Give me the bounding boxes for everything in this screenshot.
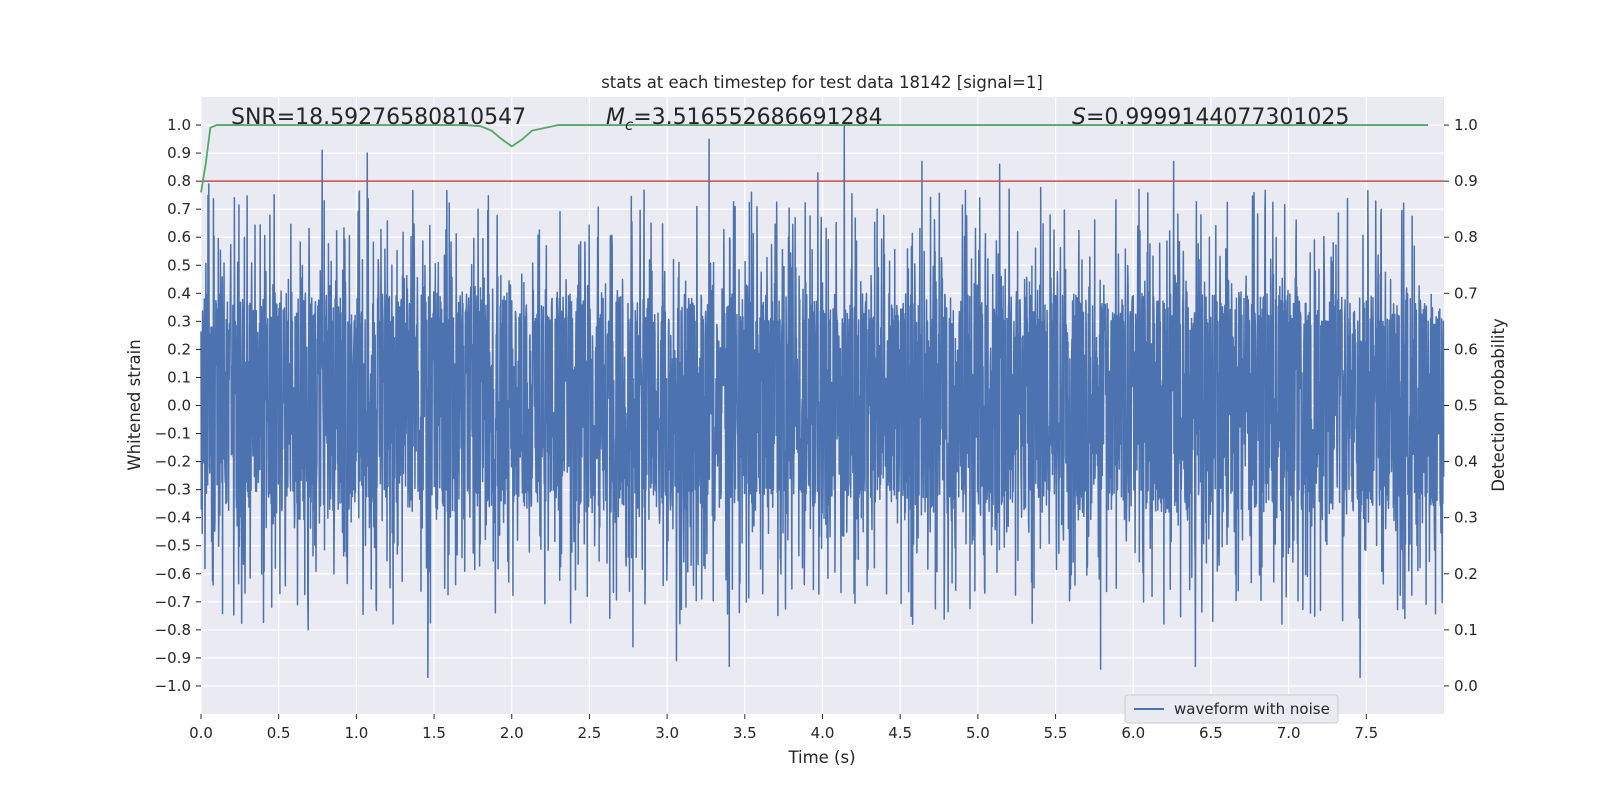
x-tick-label: 7.5 (1354, 724, 1378, 742)
x-tick-label: 3.5 (733, 724, 757, 742)
y-left-tick-label: 0.4 (167, 284, 191, 302)
y-left-tick-label: 0.7 (167, 200, 191, 218)
chirp-mass-subscript: c (625, 116, 634, 134)
y-left-tick-label: 0.9 (167, 144, 191, 162)
y-left-tick-label: 0.1 (167, 368, 191, 386)
x-tick-label: 7.0 (1277, 724, 1301, 742)
y-right-tick-label: 1.0 (1454, 116, 1478, 134)
y-left-tick-label: −0.6 (155, 565, 191, 583)
x-tick-label: 0.0 (189, 724, 213, 742)
y-axis-label-left: Whitened strain (125, 339, 144, 470)
y-left-tick-label: 0.0 (167, 397, 191, 415)
y-right-tick-label: 0.8 (1454, 228, 1478, 246)
x-tick-label: 3.0 (655, 724, 679, 742)
y-right-tick-label: 0.6 (1454, 340, 1478, 358)
x-tick-label: 4.5 (888, 724, 912, 742)
waveform-series (200, 124, 1445, 679)
y-left-tick-label: −0.5 (155, 537, 191, 555)
x-tick-label: 5.5 (1044, 724, 1068, 742)
y-left-tick-label: 0.3 (167, 312, 191, 330)
score-symbol: S (1072, 105, 1086, 130)
y-left-tick-label: −0.7 (155, 593, 191, 611)
probability-line (200, 124, 1428, 193)
y-right-tick-label: 0.4 (1454, 453, 1478, 471)
waveform-line (200, 124, 1445, 679)
y-axis-label-right: Detection probability (1489, 318, 1508, 492)
snr-annotation: SNR=18.59276580810547 (231, 105, 526, 130)
score-annotation: S=0.9999144077301025 (1072, 105, 1349, 130)
y-right-tick-label: 0.3 (1454, 509, 1478, 527)
y-left-tick-label: −0.2 (155, 453, 191, 471)
x-tick-label: 0.5 (267, 724, 291, 742)
chirp-mass-symbol: M (606, 105, 625, 130)
left-axis-ticks: 1.0 0.9 0.8 0.7 0.6 0.5 0.4 0.3 0.2 0.1 0.0 −0.1 −0.… (155, 116, 201, 695)
y-left-tick-label: −0.3 (155, 481, 191, 499)
y-left-tick-label: 0.8 (167, 172, 191, 190)
y-left-tick-label: −0.9 (155, 649, 191, 667)
score-value: =0.9999144077301025 (1086, 105, 1349, 130)
y-left-tick-label: −0.8 (155, 621, 191, 639)
x-axis-label: Time (s) (787, 748, 855, 767)
right-axis-ticks: 1.0 0.9 0.8 0.7 0.6 0.5 0.4 0.3 0.2 0.1 0.0 (1444, 116, 1478, 695)
legend-label: waveform with noise (1174, 700, 1330, 718)
probability-overlays (200, 124, 1444, 193)
y-left-tick-label: −0.1 (155, 425, 191, 443)
x-tick-label: 5.0 (966, 724, 990, 742)
y-left-tick-label: 1.0 (167, 116, 191, 134)
x-tick-label: 2.5 (578, 724, 602, 742)
y-right-tick-label: 0.1 (1454, 621, 1478, 639)
chirp-mass-value: =3.516552686691284 (633, 105, 882, 130)
y-left-tick-label: 0.2 (167, 340, 191, 358)
y-left-tick-label: 0.5 (167, 256, 191, 274)
y-left-tick-label: 0.6 (167, 228, 191, 246)
x-tick-label: 1.0 (344, 724, 368, 742)
legend-box (1124, 694, 1339, 724)
x-tick-label: 1.5 (422, 724, 446, 742)
y-right-tick-label: 0.0 (1454, 677, 1478, 695)
legend: waveform with noise (1124, 694, 1339, 724)
chart-title: stats at each timestep for test data 181… (601, 73, 1043, 92)
x-tick-label: 4.0 (811, 724, 835, 742)
x-axis-ticks: 0.0 0.5 1.0 1.5 2.0 2.5 3.0 3.5 4.0 4.5 5.0 5.5 6.0 6… (189, 714, 1378, 742)
x-tick-label: 6.0 (1121, 724, 1145, 742)
y-left-tick-label: −0.4 (155, 509, 191, 527)
y-right-tick-label: 0.5 (1454, 397, 1478, 415)
y-right-tick-label: 0.2 (1454, 565, 1478, 583)
x-tick-label: 6.5 (1199, 724, 1223, 742)
chirp-mass-annotation: Mc=3.516552686691284 (606, 105, 883, 134)
y-left-tick-label: −1.0 (155, 677, 191, 695)
y-right-tick-label: 0.9 (1454, 172, 1478, 190)
y-right-tick-label: 0.7 (1454, 284, 1478, 302)
x-tick-label: 2.0 (500, 724, 524, 742)
